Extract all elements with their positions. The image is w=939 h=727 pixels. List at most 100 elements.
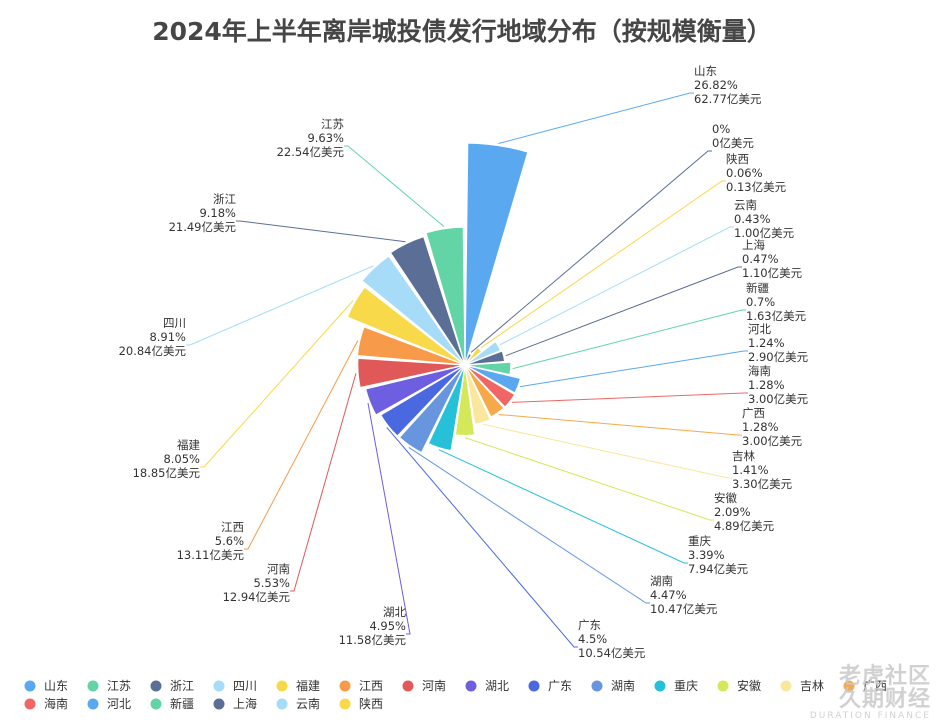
slice-label: 浙江 — [213, 192, 236, 206]
slice-重庆[interactable] — [427, 364, 466, 452]
legend-item-山东[interactable]: 山东 — [44, 679, 68, 693]
slice-label: 5.6% — [215, 534, 244, 548]
slice-label: 1.24% — [748, 336, 785, 350]
watermark: 老虎社区 久期财经 DURATION FINANCE — [810, 665, 931, 721]
slice-浙江[interactable] — [389, 236, 466, 366]
legend-item-广东[interactable]: 广东 — [548, 679, 572, 693]
slice-labels-group: 山东26.82%62.77亿美元0%0亿美元陕西0.06%0.13亿美元云南0.… — [119, 64, 809, 660]
legend-swatch — [843, 680, 855, 692]
leader-line — [498, 92, 694, 144]
slice-云南[interactable] — [464, 340, 502, 366]
watermark-line3: DURATION FINANCE — [809, 710, 931, 721]
slice-四川[interactable] — [361, 255, 466, 366]
slice-海南[interactable] — [464, 364, 516, 408]
legend-item-重庆[interactable]: 重庆 — [674, 679, 698, 693]
slice-安徽[interactable] — [454, 364, 476, 437]
slice-label: 0.47% — [742, 252, 779, 266]
legend-item-河南[interactable]: 河南 — [422, 678, 446, 693]
slice-label: 湖北 — [383, 605, 406, 619]
slice-广东[interactable] — [380, 364, 466, 437]
slice-福建[interactable] — [346, 286, 466, 366]
slice-湖北[interactable] — [365, 364, 466, 416]
slice-label: 江苏 — [321, 117, 344, 131]
leader-line — [498, 414, 742, 436]
slice-label: 10.54亿美元 — [578, 646, 646, 660]
slice-label: 22.54亿美元 — [277, 145, 345, 159]
slice-label: 1.00亿美元 — [734, 226, 795, 240]
legend-swatch — [150, 680, 162, 692]
slice-label: 湖南 — [650, 574, 673, 588]
slice-label: 河南 — [267, 562, 290, 576]
legend-item-湖南[interactable]: 湖南 — [611, 678, 635, 693]
slice-label: 重庆 — [688, 534, 711, 548]
slice-label: 海南 — [748, 364, 771, 378]
legend-item-江西[interactable]: 江西 — [359, 679, 383, 693]
slice-label: 12.94亿美元 — [223, 590, 291, 604]
slice-河南[interactable] — [357, 357, 466, 389]
legend-swatch — [150, 698, 162, 710]
slice-江西[interactable] — [356, 326, 466, 366]
slice-label: 13.11亿美元 — [177, 548, 245, 562]
slice-江苏[interactable] — [425, 226, 466, 366]
legend-item-福建[interactable]: 福建 — [296, 678, 320, 693]
slice-label: 5.53% — [253, 576, 290, 590]
slice-label: 3.00亿美元 — [742, 434, 803, 448]
legend-item-河北[interactable]: 河北 — [107, 697, 131, 711]
slice-label: 8.91% — [149, 330, 186, 344]
legend-swatch — [87, 698, 99, 710]
slice-吉林[interactable] — [464, 364, 491, 425]
slice-label: 云南 — [734, 198, 757, 212]
legend-swatch — [213, 698, 225, 710]
legend-item-安徽[interactable]: 安徽 — [737, 678, 761, 693]
slice-湖南[interactable] — [398, 364, 466, 454]
legend-swatch — [465, 680, 477, 692]
leader-line — [511, 392, 748, 403]
slice-label: 21.49亿美元 — [169, 220, 237, 234]
slice-label: 1.63亿美元 — [746, 309, 807, 323]
legend-item-浙江[interactable]: 浙江 — [170, 679, 194, 693]
slice-label: 62.77亿美元 — [694, 92, 762, 106]
legend-item-云南[interactable]: 云南 — [296, 696, 320, 711]
slice-山东[interactable] — [464, 142, 529, 366]
slice-label: 18.85亿美元 — [133, 466, 201, 480]
legend-item-吉林[interactable]: 吉林 — [800, 679, 824, 693]
legend-item-陕西[interactable]: 陕西 — [359, 696, 383, 711]
legend-swatch — [276, 680, 288, 692]
slice-label: 0.7% — [746, 295, 775, 309]
leader-line — [244, 340, 359, 550]
leader-line — [367, 403, 411, 635]
leader-line — [344, 145, 445, 228]
slice-label: 安徽 — [714, 491, 737, 505]
watermark-line1: 老虎社区 — [838, 664, 931, 690]
slice-label: 9.63% — [307, 131, 344, 145]
legend-swatch — [87, 680, 99, 692]
legend-item-江苏[interactable]: 江苏 — [107, 679, 131, 693]
slice-河北[interactable] — [464, 364, 522, 394]
slice-label: 1.28% — [742, 420, 779, 434]
legend-item-四川[interactable]: 四川 — [233, 679, 257, 693]
legend-item-海南[interactable]: 海南 — [44, 696, 68, 711]
slice-上海[interactable] — [464, 350, 506, 366]
slice-label: 吉林 — [732, 449, 755, 463]
legend-item-广西[interactable]: 广西 — [863, 679, 887, 693]
leader-line — [290, 373, 357, 592]
leader-line — [480, 180, 726, 349]
slice-广西[interactable] — [464, 364, 505, 418]
legend-swatch — [717, 680, 729, 692]
slice-label: 新疆 — [746, 281, 769, 295]
leader-line — [438, 449, 688, 564]
legend-item-湖北[interactable]: 湖北 — [485, 678, 509, 693]
slice-label: 广东 — [578, 618, 601, 632]
legend-swatch — [339, 680, 351, 692]
slice-label: 上海 — [742, 238, 765, 252]
leader-lines-group — [186, 92, 748, 648]
legend-item-上海[interactable]: 上海 — [233, 696, 257, 711]
slice-label: 11.58亿美元 — [339, 633, 407, 647]
slice-label: 20.84亿美元 — [119, 344, 187, 358]
slice-label: 1.10亿美元 — [742, 266, 803, 280]
slice-label: 福建 — [177, 438, 200, 452]
legend-swatch — [24, 680, 36, 692]
legend-swatch — [402, 680, 414, 692]
slice-新疆[interactable] — [464, 361, 512, 376]
legend-item-新疆[interactable]: 新疆 — [170, 696, 194, 711]
